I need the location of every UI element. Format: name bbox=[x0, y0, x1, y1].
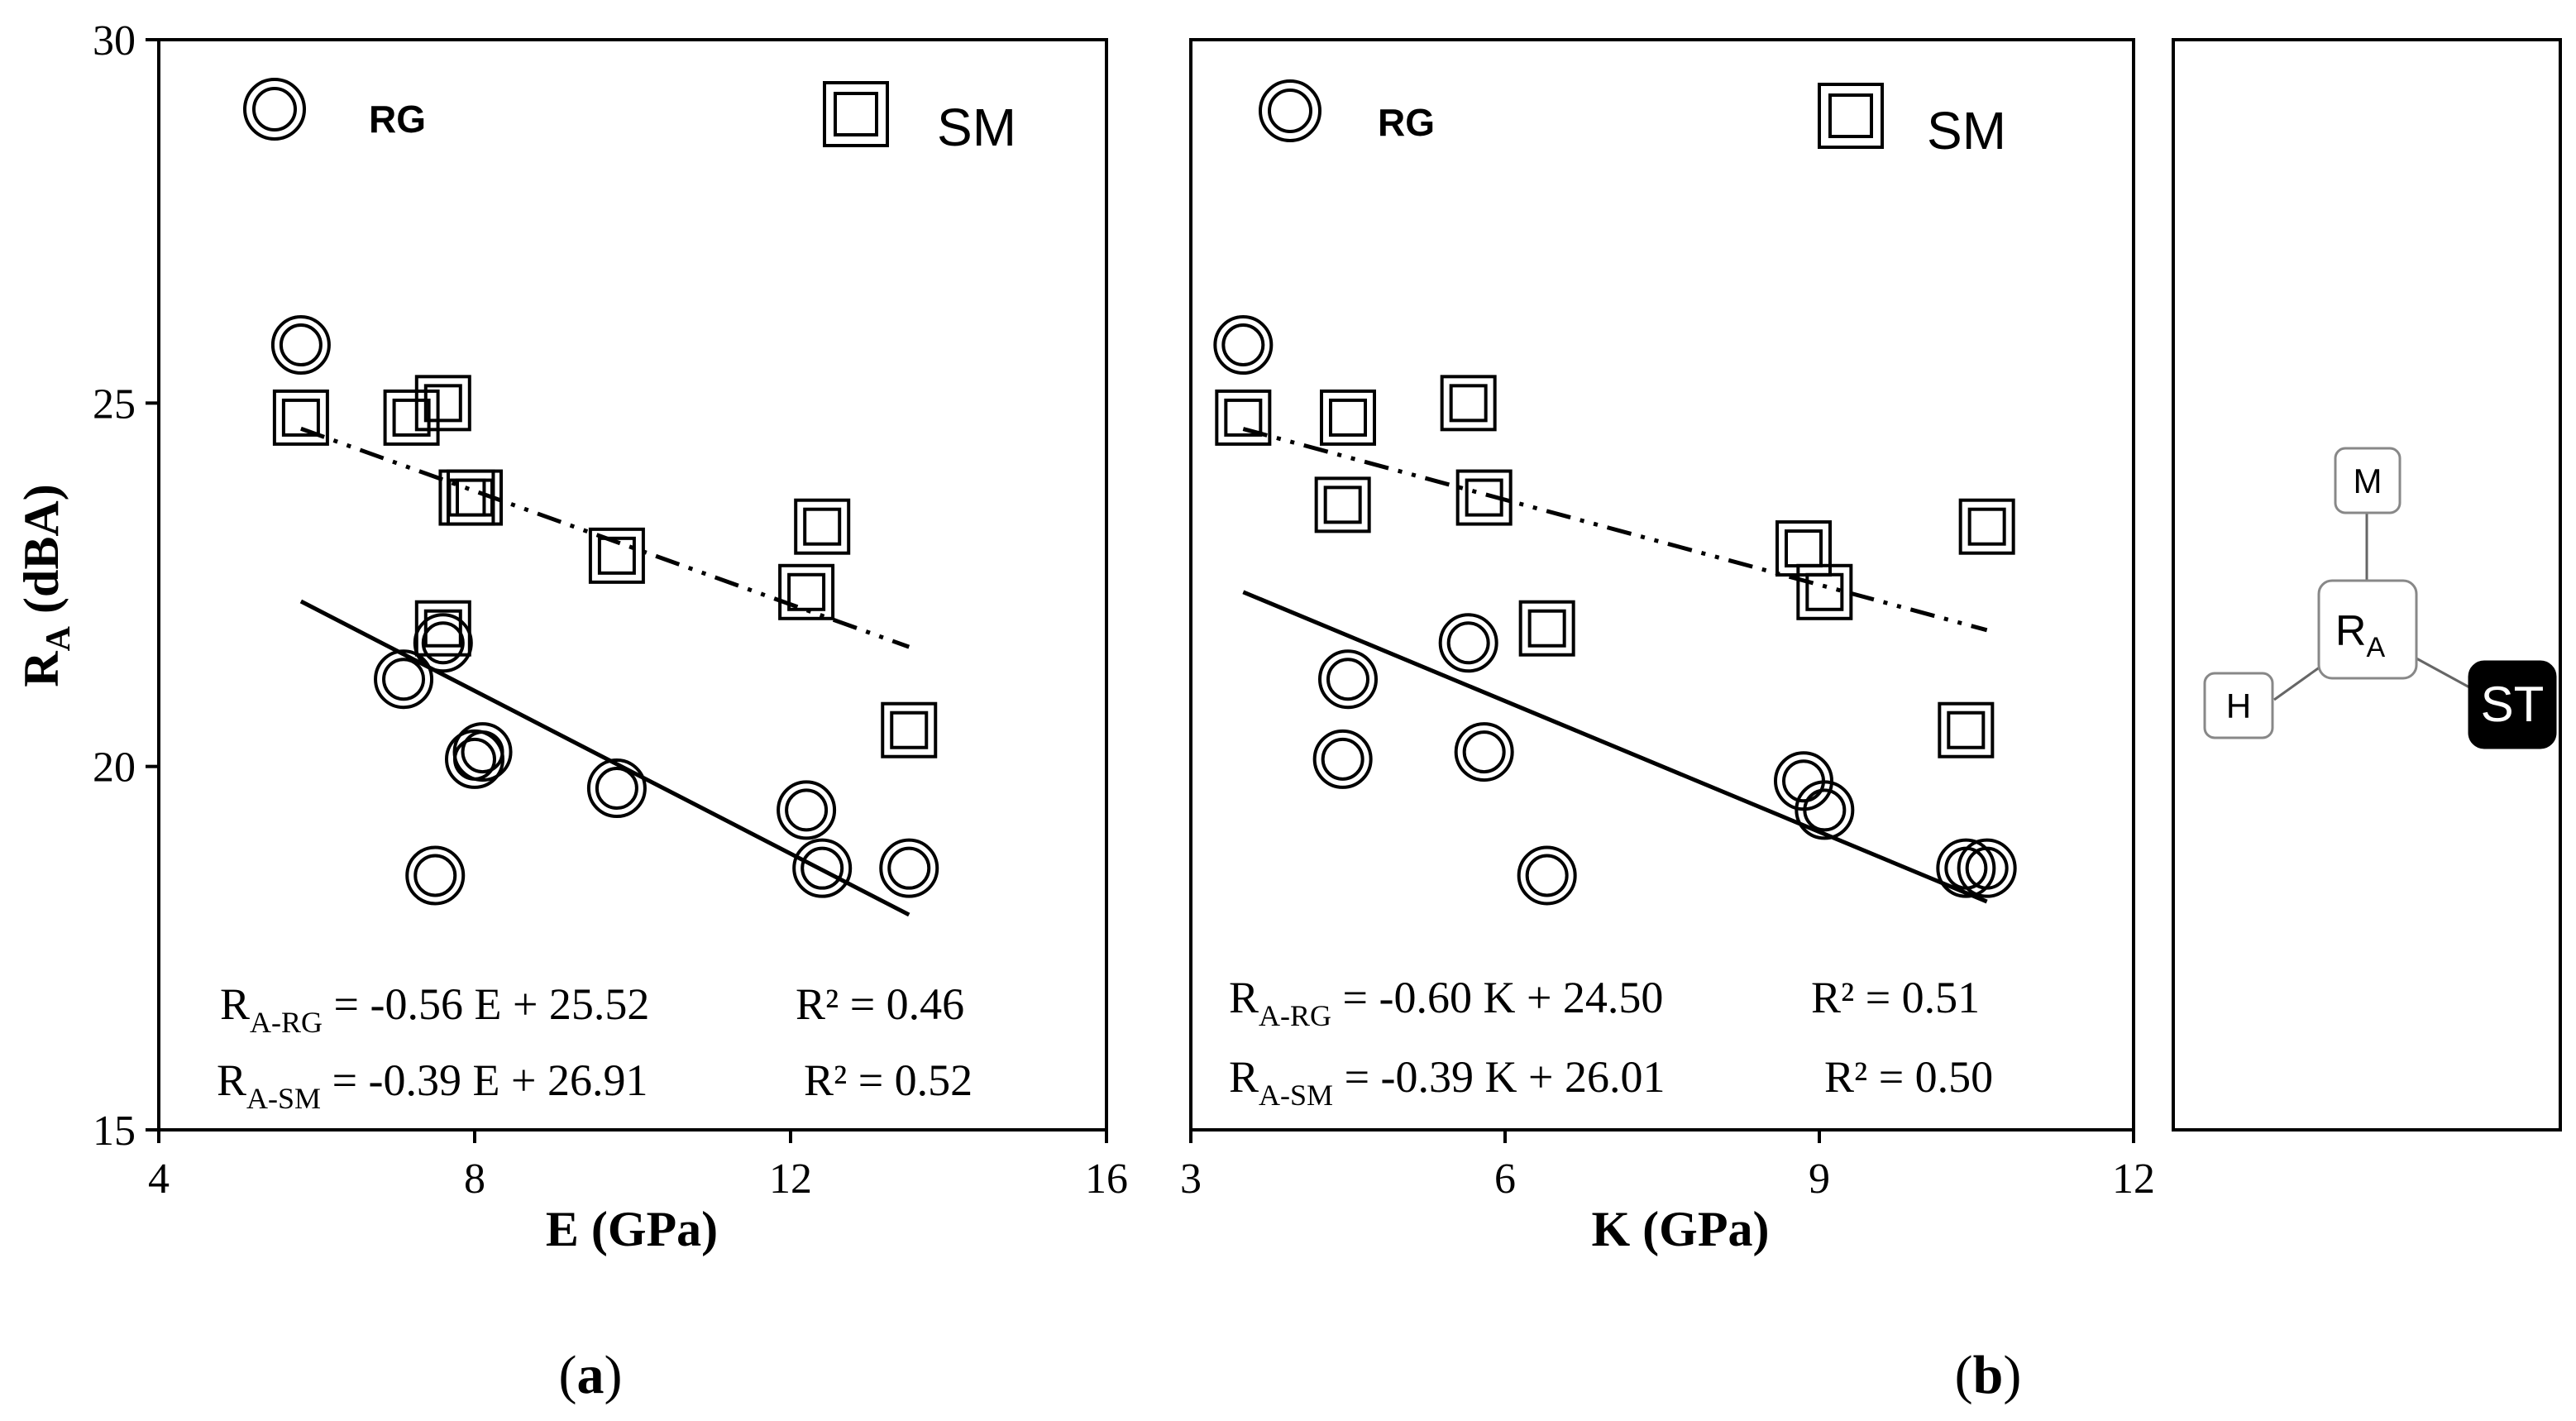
r2-sm-b: R² = 0.50 bbox=[1824, 1052, 1993, 1102]
x-tick-label-b-0: 3 bbox=[1180, 1155, 1202, 1203]
point-sm-b-7 bbox=[1796, 563, 1853, 620]
point-sm-a-9 bbox=[881, 701, 938, 758]
node-m: M bbox=[2334, 447, 2402, 514]
x-tick-label-b-1: 6 bbox=[1494, 1155, 1516, 1203]
point-sm-a-1 bbox=[383, 389, 440, 446]
point-sm-a-6 bbox=[588, 527, 645, 584]
equation-rg-b: RA-RG = -0.60 K + 24.50 bbox=[1229, 973, 1663, 1032]
equation-sm-a: RA-SM = -0.39 E + 26.91 bbox=[217, 1055, 648, 1115]
data-points-a bbox=[270, 315, 939, 906]
x-axis-title-b: K (GPa) bbox=[1592, 1202, 1770, 1256]
legend-b: RG SM bbox=[1259, 79, 2006, 160]
legend-label-rg-a: RG bbox=[369, 98, 426, 141]
legend-marker-sm-a bbox=[823, 81, 889, 147]
legend-marker-rg-b bbox=[1259, 79, 1321, 142]
fit-line-rg-b bbox=[1242, 590, 1988, 904]
x-tick-label-b-3: 12 bbox=[2112, 1155, 2155, 1203]
fit-lines-b bbox=[1242, 427, 1988, 904]
point-rg-b-7 bbox=[1795, 780, 1855, 840]
point-sm-b-5 bbox=[1518, 600, 1575, 657]
legend-marker-sm-b bbox=[1818, 83, 1884, 149]
plot-frame-a bbox=[157, 38, 1108, 1132]
point-sm-b-8 bbox=[1938, 701, 1995, 758]
node-ra-center: RA bbox=[2317, 579, 2418, 680]
point-rg-a-2 bbox=[413, 613, 473, 673]
y-tick-label-2: 25 bbox=[93, 380, 136, 428]
point-rg-b-0 bbox=[1213, 315, 1274, 376]
node-h: H bbox=[2203, 672, 2274, 739]
equation-rg-a: RA-RG = -0.56 E + 25.52 bbox=[220, 979, 649, 1039]
point-sm-b-2 bbox=[1314, 476, 1371, 533]
svg-text:RA: RA bbox=[2335, 607, 2386, 663]
legend-a: RG SM bbox=[243, 78, 1016, 157]
x-tick-label-b-2: 9 bbox=[1809, 1155, 1830, 1203]
node-st-highlighted: ST bbox=[2468, 660, 2557, 749]
point-sm-b-1 bbox=[1320, 389, 1376, 446]
point-rg-a-7 bbox=[777, 780, 837, 840]
legend-marker-rg-a bbox=[243, 78, 306, 141]
point-sm-a-8 bbox=[794, 498, 851, 555]
point-sm-b-9 bbox=[1958, 498, 2015, 555]
r2-rg-b: R² = 0.51 bbox=[1811, 973, 1980, 1022]
x-tick-label-a-1: 8 bbox=[464, 1155, 485, 1203]
point-rg-b-1 bbox=[1318, 649, 1378, 710]
y-tick-label-3: 30 bbox=[93, 17, 136, 65]
legend-label-rg-b: RG bbox=[1378, 101, 1435, 144]
x-tick-label-a-3: 16 bbox=[1085, 1155, 1128, 1203]
point-rg-b-5 bbox=[1517, 845, 1577, 906]
point-rg-a-5 bbox=[452, 722, 513, 782]
x-tick-label-a-0: 4 bbox=[148, 1155, 170, 1203]
legend-label-sm-b: SM bbox=[1927, 101, 2006, 160]
panel-a: 4 8 12 16 15 20 25 30 RG SM RA-RG = -0.56 E + 2… bbox=[14, 17, 1128, 1405]
point-sm-a-7 bbox=[778, 563, 835, 620]
axis-ticks-a: 4 8 12 16 15 20 25 30 bbox=[93, 17, 1128, 1203]
plot-frame-b bbox=[1189, 38, 2135, 1132]
y-axis-title: RA (dBA) bbox=[14, 484, 78, 687]
svg-text:H: H bbox=[2226, 687, 2251, 725]
point-rg-a-8 bbox=[792, 838, 853, 898]
point-rg-a-3 bbox=[405, 845, 466, 906]
connector-left bbox=[2273, 665, 2321, 701]
point-sm-b-3 bbox=[1440, 375, 1497, 432]
fit-line-rg-a bbox=[299, 599, 910, 917]
panel-b: 3 6 9 12 RG SM RA-RG = -0.60 K + 24.50 R² =… bbox=[1180, 38, 2155, 1405]
point-sm-a-0 bbox=[272, 389, 329, 446]
point-rg-a-6 bbox=[586, 758, 647, 819]
y-tick-label-0: 15 bbox=[93, 1108, 136, 1155]
point-rg-b-3 bbox=[1438, 613, 1498, 673]
point-sm-a-4 bbox=[447, 469, 503, 526]
x-tick-label-a-2: 12 bbox=[769, 1155, 812, 1203]
point-rg-a-0 bbox=[270, 315, 331, 376]
point-sm-b-4 bbox=[1455, 469, 1513, 526]
point-sm-a-5 bbox=[414, 600, 471, 657]
diagram-frame bbox=[2172, 38, 2562, 1132]
relationship-diagram: M RA H ST bbox=[2172, 38, 2562, 1132]
equation-sm-b: RA-SM = -0.39 K + 26.01 bbox=[1229, 1052, 1665, 1112]
point-rg-a-9 bbox=[879, 838, 939, 898]
panel-label-a: (a) bbox=[559, 1345, 623, 1405]
legend-label-sm-a: SM bbox=[937, 98, 1016, 157]
r2-sm-a: R² = 0.52 bbox=[804, 1055, 973, 1105]
point-rg-b-2 bbox=[1312, 729, 1373, 789]
fit-line-sm-b bbox=[1242, 427, 1988, 633]
y-tick-label-1: 20 bbox=[93, 744, 136, 792]
data-points-b bbox=[1213, 315, 2017, 906]
point-sm-a-2 bbox=[414, 375, 471, 432]
point-rg-b-4 bbox=[1454, 722, 1514, 782]
x-axis-title-a: E (GPa) bbox=[546, 1202, 718, 1256]
panel-label-b: (b) bbox=[1955, 1345, 2022, 1405]
point-rg-b-9 bbox=[1957, 838, 2017, 898]
axis-ticks-b: 3 6 9 12 bbox=[1180, 1130, 2155, 1203]
svg-text:M: M bbox=[2354, 462, 2382, 500]
point-rg-a-1 bbox=[374, 649, 434, 710]
connector-right bbox=[2416, 657, 2472, 690]
point-sm-b-0 bbox=[1215, 389, 1272, 446]
r2-rg-a: R² = 0.46 bbox=[796, 979, 964, 1029]
svg-text:ST: ST bbox=[2481, 677, 2545, 732]
